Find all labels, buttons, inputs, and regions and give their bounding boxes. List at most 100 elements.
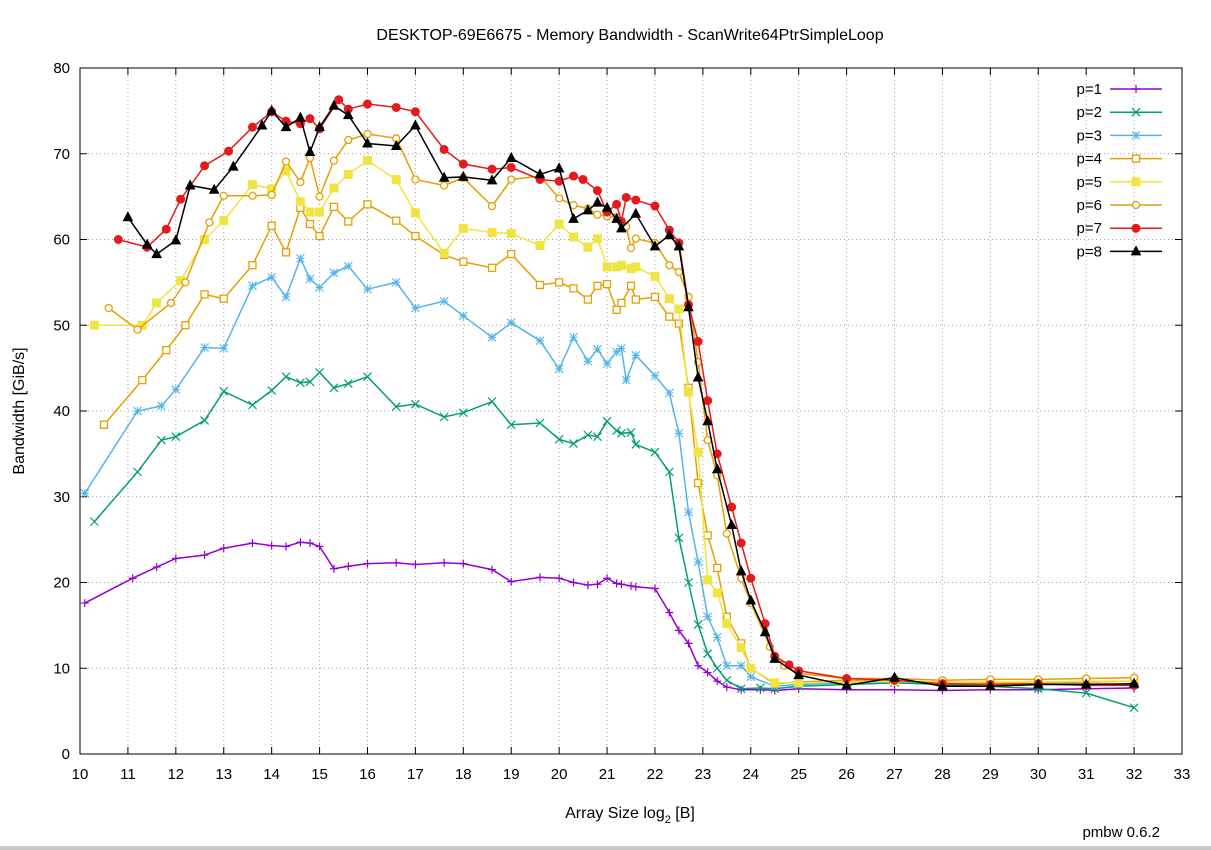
data-point: [663, 229, 675, 240]
data-point: [1131, 177, 1141, 187]
legend-item-p3: p=3: [1077, 127, 1162, 144]
data-point: [769, 652, 781, 663]
data-point: [267, 190, 276, 200]
data-point: [315, 367, 324, 377]
data-point: [267, 385, 277, 395]
data-point: [458, 311, 468, 321]
y-tick-label: 80: [53, 60, 70, 77]
data-point: [410, 107, 420, 117]
data-point: [621, 375, 631, 385]
data-point: [569, 284, 578, 293]
legend-label: p=1: [1077, 81, 1102, 98]
y-axis-label: Bandwidth [GiB/s]: [11, 347, 28, 474]
data-point: [410, 208, 420, 218]
data-point: [458, 159, 468, 169]
data-point: [411, 231, 420, 241]
data-point: [616, 222, 627, 233]
data-point: [200, 343, 209, 352]
data-point: [99, 420, 109, 429]
data-point: [282, 542, 291, 551]
data-point: [170, 234, 182, 245]
data-point: [487, 263, 497, 272]
data-point: [113, 235, 123, 244]
data-point: [296, 538, 305, 547]
data-point: [1131, 223, 1141, 233]
data-point: [569, 232, 579, 242]
grid: [80, 68, 1182, 754]
data-point: [712, 632, 722, 642]
data-point: [296, 253, 305, 263]
data-point: [171, 385, 181, 394]
data-point: [410, 119, 421, 130]
data-point: [329, 156, 339, 165]
data-point: [362, 156, 372, 166]
data-point: [151, 248, 162, 259]
data-point: [343, 261, 353, 271]
data-point: [554, 364, 564, 374]
data-point: [227, 160, 239, 171]
legend-label: p=7: [1077, 220, 1102, 237]
data-point: [617, 580, 626, 589]
data-point: [459, 257, 468, 266]
data-point: [616, 260, 626, 270]
data-point: [722, 683, 731, 692]
data-point: [726, 518, 737, 530]
data-point: [664, 294, 674, 304]
data-point: [693, 620, 703, 629]
data-point: [171, 554, 180, 563]
data-point: [703, 396, 713, 406]
data-point: [985, 680, 996, 691]
data-point: [694, 661, 703, 670]
data-point: [793, 669, 805, 680]
data-point: [612, 426, 622, 436]
data-point: [314, 121, 325, 132]
footer-version: pmbw 0.6.2: [1082, 824, 1160, 841]
data-point: [219, 386, 229, 396]
data-point: [157, 401, 166, 411]
data-point: [89, 320, 99, 330]
data-point: [621, 192, 631, 202]
data-point: [1032, 678, 1044, 689]
data-point: [363, 284, 372, 294]
data-point: [224, 146, 234, 156]
data-point: [631, 195, 641, 205]
data-point: [601, 201, 613, 212]
data-point: [487, 332, 497, 342]
series-line: [103, 203, 1135, 685]
axes: 10 11 12 13 14 15 16 17 18 19 20 21 22 23 24 25 26 27 28 29…: [53, 60, 1190, 783]
data-point: [674, 626, 683, 635]
legend-item-p2: p=2: [1077, 104, 1162, 121]
data-point: [390, 139, 402, 151]
data-point: [344, 217, 353, 226]
legend-label: p=8: [1077, 243, 1102, 260]
data-point: [181, 278, 190, 287]
data-point: [684, 639, 693, 648]
data-point: [343, 169, 353, 179]
data-point: [391, 102, 401, 112]
data-point: [1130, 245, 1142, 256]
data-point: [593, 432, 602, 442]
chart-title: DESKTOP-69E6675 - Memory Bandwidth - Sca…: [376, 27, 883, 44]
data-point: [247, 122, 257, 132]
data-point: [280, 121, 292, 132]
data-point: [593, 344, 602, 354]
data-point: [487, 201, 497, 211]
x-tick-label: 27: [886, 766, 903, 783]
data-point: [692, 371, 704, 382]
data-point: [391, 174, 401, 184]
x-tick-label: 21: [599, 766, 616, 783]
data-point: [1131, 200, 1141, 210]
data-point: [362, 99, 372, 109]
data-point: [554, 278, 564, 287]
data-point: [487, 228, 497, 238]
data-point: [304, 145, 316, 157]
x-tick-label: 32: [1126, 766, 1143, 783]
data-point: [1132, 85, 1140, 93]
data-point: [703, 436, 712, 445]
data-point: [296, 177, 305, 187]
data-point: [602, 279, 612, 289]
data-point: [505, 151, 517, 163]
data-point: [569, 332, 578, 342]
data-point: [554, 194, 564, 203]
data-point: [458, 223, 468, 233]
